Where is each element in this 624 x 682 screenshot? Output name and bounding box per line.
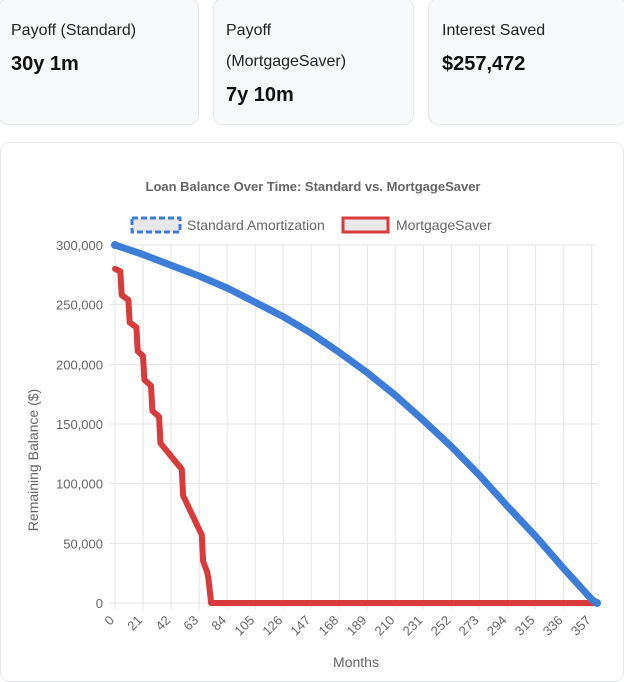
x-tick-label: 168 [315, 613, 341, 639]
grid [109, 244, 597, 609]
stat-label: Interest Saved [442, 22, 546, 39]
x-tick-label: 252 [428, 613, 454, 639]
y-tick-label: 250,000 [56, 298, 103, 313]
x-tick-label: 336 [540, 613, 566, 639]
x-tick-label: 21 [124, 613, 145, 634]
y-tick-label: 100,000 [56, 477, 103, 492]
legend-swatch-standard [130, 216, 182, 234]
x-tick-label: 0 [101, 613, 117, 629]
stat-value: 30y 1m [11, 53, 79, 75]
stat-card-mortgagesaver-payoff: Payoff (MortgageSaver) 7y 10m [213, 0, 414, 125]
legend-swatch-mortgagesaver [341, 216, 390, 234]
x-axis-ticks: 0 21 42 63 84 105 126 147 168 189 210 231 252 273 294 3… [101, 613, 593, 639]
series-lines [111, 241, 601, 607]
y-tick-label: 0 [96, 596, 103, 611]
x-tick-label: 273 [456, 613, 482, 639]
stat-card-interest-saved: Interest Saved $257,472 [428, 0, 624, 125]
series-point-standard [111, 241, 119, 249]
y-axis-label: Remaining Balance ($) [25, 389, 41, 531]
stat-value: 7y 10m [226, 84, 294, 106]
legend-item-mortgagesaver[interactable]: MortgageSaver [341, 216, 492, 234]
x-tick-label: 105 [231, 613, 257, 639]
y-axis-ticks: 0 50,000 100,000 150,000 200,000 250,000 300,0… [56, 238, 103, 611]
x-tick-label: 315 [512, 613, 538, 639]
x-tick-label: 126 [259, 613, 285, 639]
y-tick-label: 150,000 [56, 417, 103, 432]
y-tick-label: 200,000 [56, 357, 103, 372]
x-tick-label: 189 [344, 613, 370, 639]
series-line-standard [111, 241, 601, 607]
legend-label-standard: Standard Amortization [187, 217, 325, 233]
x-tick-label: 210 [372, 613, 398, 639]
stat-value: $257,472 [442, 53, 526, 75]
stat-label: Payoff (Standard) [11, 22, 137, 39]
stat-label: Payoff (MortgageSaver) [226, 22, 347, 70]
series-point-standard [593, 599, 601, 607]
x-tick-label: 63 [180, 613, 201, 634]
legend-item-standard[interactable]: Standard Amortization [130, 216, 325, 234]
chart-card: Loan Balance Over Time: Standard vs. Mor… [0, 142, 624, 682]
x-tick-label: 84 [208, 613, 229, 634]
chart-title: Loan Balance Over Time: Standard vs. Mor… [146, 179, 481, 194]
legend-label-mortgagesaver: MortgageSaver [396, 217, 492, 233]
stat-card-standard-payoff: Payoff (Standard) 30y 1m [0, 0, 199, 125]
y-tick-label: 50,000 [63, 536, 103, 551]
x-tick-label: 294 [484, 613, 510, 639]
loan-balance-chart: Loan Balance Over Time: Standard vs. Mor… [25, 179, 601, 670]
y-tick-label: 300,000 [56, 238, 103, 253]
x-tick-label: 231 [400, 613, 426, 639]
x-axis-label: Months [333, 654, 379, 670]
x-tick-label: 357 [568, 613, 594, 639]
x-tick-label: 147 [287, 613, 313, 639]
x-tick-label: 42 [152, 613, 173, 634]
series-line-mortgagesaver [112, 265, 600, 606]
legend: Standard Amortization MortgageSaver [130, 216, 492, 234]
